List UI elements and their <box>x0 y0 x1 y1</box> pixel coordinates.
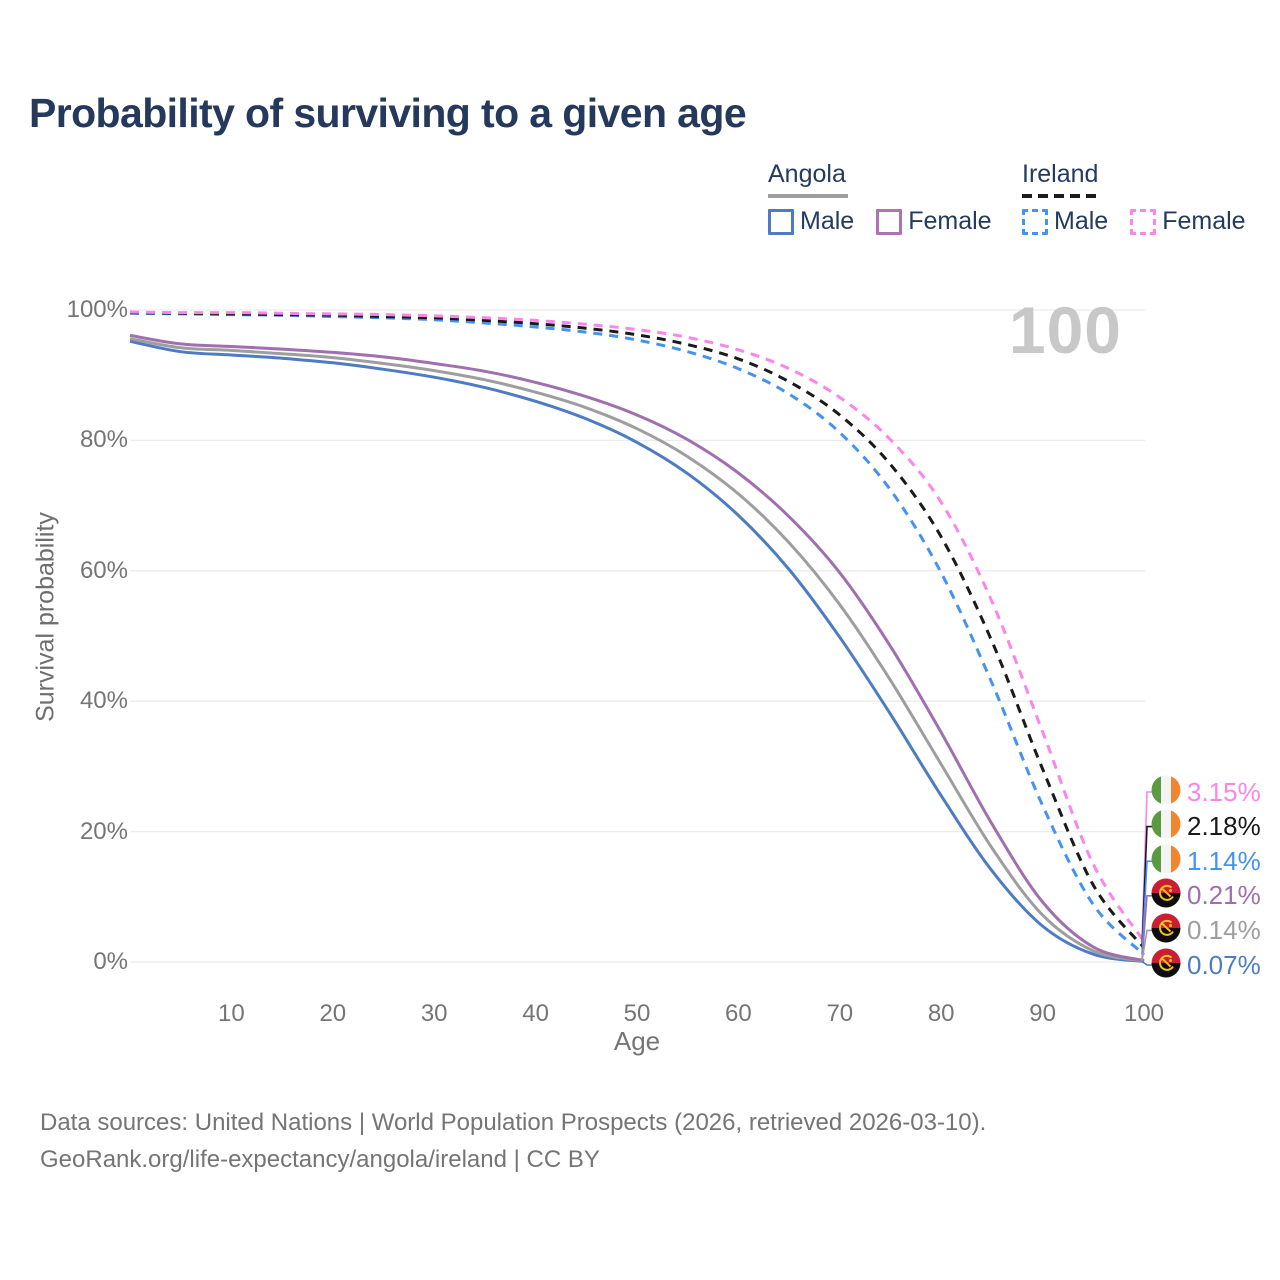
x-tick-label: 50 <box>623 1000 651 1027</box>
y-tick-label: 80% <box>79 426 128 454</box>
x-axis-title: Age <box>613 1026 661 1056</box>
legend-toggle-ireland-female[interactable]: Female <box>1130 207 1246 236</box>
legend-checkbox-icon[interactable] <box>876 208 903 235</box>
legend-country-linestyle-sample <box>768 194 848 198</box>
legend-checkbox-icon[interactable] <box>768 208 794 235</box>
end-label-row: 1.14% <box>1151 844 1261 879</box>
ireland-flag-icon <box>1151 809 1181 844</box>
curve-ireland-both-sexes <box>129 311 1146 949</box>
ireland-flag-icon <box>1151 775 1181 810</box>
y-tick-label: 60% <box>79 556 128 584</box>
end-label-row: 2.18% <box>1151 809 1261 844</box>
legend-checkbox-icon[interactable] <box>1022 208 1048 235</box>
hovered-age-indicator: 100 <box>1008 293 1122 367</box>
y-tick-label: 0% <box>93 948 128 975</box>
legend-toggle-ireland-male[interactable]: Male <box>1022 207 1108 236</box>
end-value-label: 0.07% <box>1187 949 1261 980</box>
end-label-row: 3.15% <box>1151 775 1261 810</box>
curve-angola-both-sexes <box>129 337 1145 963</box>
end-label-row: 0.14% <box>1151 913 1261 948</box>
data-source-line: Data sources: United Nations | World Pop… <box>40 1109 987 1136</box>
x-tick-label: 40 <box>522 1000 549 1027</box>
legend-item-label: Male <box>1054 207 1109 235</box>
x-tick-label: 10 <box>218 1000 245 1027</box>
legend-group-angola: Angola Male Female <box>768 160 992 236</box>
curve-angola-female <box>129 333 1145 963</box>
page-title: Probability of surviving to a given age <box>29 90 747 136</box>
end-label-connector <box>1141 929 1152 962</box>
x-tick-label: 30 <box>420 1000 448 1027</box>
y-tick-label: 100% <box>66 296 128 323</box>
curve-angola-male <box>129 339 1145 963</box>
end-label-connector <box>1141 960 1152 966</box>
x-tick-label: 60 <box>725 1000 752 1027</box>
legend-item-label: Female <box>1162 207 1246 235</box>
curve-ireland-male <box>129 311 1146 956</box>
end-value-label: 1.14% <box>1187 845 1261 876</box>
legend-item-label: Male <box>800 207 855 235</box>
legend-group-ireland: Ireland Male Female <box>1022 160 1246 236</box>
angola-flag-icon <box>1151 913 1181 948</box>
footer: Data sources: United Nations | World Pop… <box>40 1104 986 1178</box>
x-tick-label: 100 <box>1123 1000 1165 1027</box>
angola-flag-icon <box>1151 948 1181 983</box>
x-tick-label: 20 <box>319 1000 347 1027</box>
legend-toggle-angola-female[interactable]: Female <box>876 207 992 236</box>
end-label-connector <box>1141 895 1152 961</box>
angola-flag-icon <box>1151 878 1181 913</box>
legend-checkbox-icon[interactable] <box>1130 208 1157 235</box>
end-value-label: 0.14% <box>1187 914 1261 945</box>
x-tick-label: 90 <box>1029 1000 1056 1027</box>
end-value-label: 2.18% <box>1187 811 1261 842</box>
legend-country-linestyle-sample <box>1022 194 1102 198</box>
attribution-line: GeoRank.org/life-expectancy/angola/irela… <box>40 1146 600 1173</box>
end-label-row: 0.07% <box>1151 948 1261 983</box>
curve-ireland-female <box>129 310 1146 943</box>
end-label-connector <box>1141 825 1152 948</box>
ireland-flag-icon <box>1151 844 1181 879</box>
y-tick-label: 20% <box>79 817 128 845</box>
legend-toggle-angola-male[interactable]: Male <box>768 207 854 236</box>
legend-country-label: Angola <box>768 160 846 188</box>
end-value-label: 3.15% <box>1187 776 1261 807</box>
x-tick-label: 80 <box>927 1000 955 1027</box>
end-label-connector <box>1141 860 1152 955</box>
end-value-label: 0.21% <box>1187 880 1261 911</box>
y-tick-label: 40% <box>79 687 128 715</box>
legend-item-label: Female <box>908 207 992 235</box>
end-label-row: 0.21% <box>1151 878 1261 913</box>
legend-country-label: Ireland <box>1022 160 1099 188</box>
x-tick-label: 70 <box>826 1000 854 1027</box>
